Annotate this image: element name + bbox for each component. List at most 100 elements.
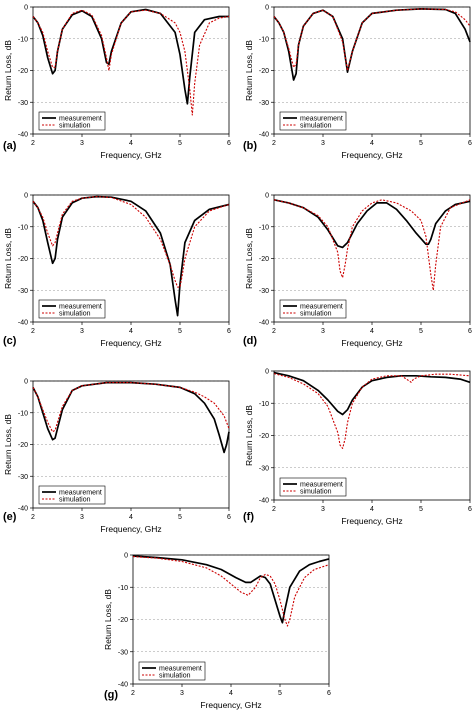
chart-panel-5: 0 -10 -20 -30 -402 3 4 5 6 Frequency, GHz Return L… bbox=[3, 379, 231, 535]
legend-label: simulation bbox=[300, 488, 332, 495]
x-tick-label: 2 bbox=[272, 140, 276, 147]
y-tick-label: -10 bbox=[18, 36, 28, 43]
x-tick-label: 5 bbox=[419, 328, 423, 335]
y-tick-label: -10 bbox=[259, 224, 269, 231]
x-tick-label: 3 bbox=[80, 514, 84, 521]
x-tick-label: 2 bbox=[31, 140, 35, 147]
y-tick-label: -40 bbox=[259, 132, 269, 139]
y-tick-label: -10 bbox=[259, 401, 269, 408]
x-tick-label: 3 bbox=[321, 506, 325, 513]
y-axis-label: Return Loss, dB bbox=[244, 228, 254, 289]
x-tick-label: 4 bbox=[129, 328, 133, 335]
y-tick-label: 0 bbox=[24, 193, 28, 200]
series-line-measurement bbox=[32, 8, 229, 105]
legend-label: measurement bbox=[300, 481, 343, 488]
y-tick-label: -20 bbox=[259, 68, 269, 75]
x-tick-label: 2 bbox=[272, 328, 276, 335]
y-tick-label: -20 bbox=[259, 433, 269, 440]
y-tick-label: -30 bbox=[259, 288, 269, 295]
x-tick-label: 5 bbox=[278, 690, 282, 697]
x-tick-label: 4 bbox=[229, 690, 233, 697]
y-tick-label: -30 bbox=[18, 100, 28, 107]
x-tick-label: 6 bbox=[327, 690, 331, 697]
series-line-measurement bbox=[273, 198, 471, 249]
legend-box bbox=[279, 477, 347, 497]
x-tick-label: 5 bbox=[178, 328, 182, 335]
y-tick-label: -10 bbox=[259, 36, 269, 43]
y-axis-label: Return Loss, dB bbox=[3, 40, 13, 101]
y-tick-label: -10 bbox=[18, 224, 28, 231]
panel-label: (e) bbox=[3, 511, 17, 523]
x-tick-label: 2 bbox=[272, 506, 276, 513]
y-tick-label: -40 bbox=[18, 320, 28, 327]
y-tick-label: 0 bbox=[265, 193, 269, 200]
legend-label: measurement bbox=[159, 665, 202, 672]
x-tick-label: 6 bbox=[227, 140, 231, 147]
x-tick-label: 6 bbox=[468, 328, 472, 335]
x-tick-label: 6 bbox=[227, 328, 231, 335]
x-tick-label: 4 bbox=[370, 328, 374, 335]
panel-label: (f) bbox=[243, 511, 254, 523]
panel-label: (g) bbox=[104, 689, 118, 701]
y-tick-label: -10 bbox=[118, 585, 128, 592]
legend-label: simulation bbox=[59, 496, 91, 503]
legend-label: simulation bbox=[59, 310, 91, 317]
y-axis-label: Return Loss, dB bbox=[3, 228, 13, 289]
chart-panel-4: 0 -10 -20 -30 -402 3 4 5 6 Frequency, GHz Return L… bbox=[243, 193, 472, 349]
series-line-measurement bbox=[32, 381, 230, 454]
x-tick-label: 6 bbox=[468, 506, 472, 513]
legend-label: simulation bbox=[159, 672, 191, 679]
y-tick-label: 0 bbox=[265, 369, 269, 376]
x-tick-label: 4 bbox=[129, 514, 133, 521]
x-axis-label: Frequency, GHz bbox=[341, 150, 402, 160]
chart-panel-7: 0 -10 -20 -30 -402 3 4 5 6 Frequency, GHz Return L… bbox=[103, 553, 331, 711]
y-tick-label: -40 bbox=[118, 682, 128, 689]
legend-label: measurement bbox=[300, 303, 343, 310]
series-line-simulation bbox=[132, 556, 330, 627]
legend-box bbox=[38, 485, 106, 505]
y-tick-label: -40 bbox=[259, 498, 269, 505]
legend-label: measurement bbox=[59, 115, 102, 122]
y-tick-label: 0 bbox=[124, 553, 128, 560]
series-line-simulation bbox=[273, 199, 471, 291]
legend-box bbox=[38, 111, 106, 131]
legend-label: simulation bbox=[300, 310, 332, 317]
y-tick-label: 0 bbox=[265, 5, 269, 12]
legend-label: simulation bbox=[300, 122, 332, 129]
chart-panel-6: 0 -10 -20 -30 -402 3 4 5 6 Frequency, GHz Return L… bbox=[243, 369, 472, 527]
y-axis-label: Return Loss, dB bbox=[244, 405, 254, 466]
series-line-simulation bbox=[32, 196, 230, 288]
x-axis-label: Frequency, GHz bbox=[100, 338, 161, 348]
y-tick-label: -30 bbox=[118, 649, 128, 656]
chart-panel-3: 0 -10 -20 -30 -402 3 4 5 6 Frequency, GHz Return L… bbox=[3, 193, 231, 349]
panel-label: (b) bbox=[243, 140, 257, 152]
series-line-simulation bbox=[32, 382, 230, 433]
x-tick-label: 5 bbox=[178, 140, 182, 147]
y-tick-label: -30 bbox=[259, 465, 269, 472]
y-tick-label: -20 bbox=[18, 442, 28, 449]
legend-box bbox=[38, 299, 106, 319]
series-line-simulation bbox=[273, 373, 471, 449]
x-tick-label: 6 bbox=[468, 140, 472, 147]
chart-panel-1: 0 -10 -20 -30 -402 3 4 5 6 Frequency, GHz Return L… bbox=[3, 5, 231, 161]
legend-box bbox=[279, 111, 347, 131]
y-tick-label: -40 bbox=[18, 132, 28, 139]
y-tick-label: -20 bbox=[18, 256, 28, 263]
x-tick-label: 4 bbox=[370, 506, 374, 513]
legend-label: measurement bbox=[59, 489, 102, 496]
y-tick-label: 0 bbox=[24, 379, 28, 386]
x-tick-label: 5 bbox=[178, 514, 182, 521]
x-tick-label: 5 bbox=[419, 506, 423, 513]
x-tick-label: 2 bbox=[131, 690, 135, 697]
panel-label: (c) bbox=[3, 335, 17, 347]
y-tick-label: -20 bbox=[118, 617, 128, 624]
legend-label: simulation bbox=[59, 122, 91, 129]
y-tick-label: -30 bbox=[259, 100, 269, 107]
